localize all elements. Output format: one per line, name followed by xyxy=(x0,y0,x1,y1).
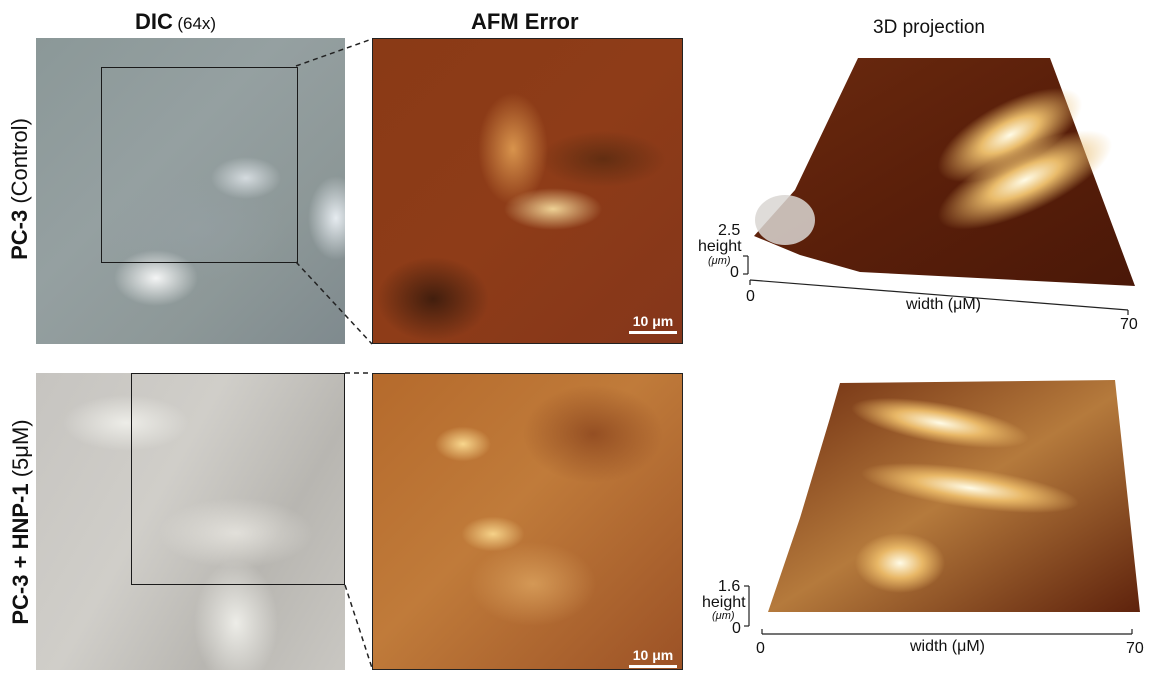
height-max-control: 2.5 xyxy=(718,222,741,239)
height-unit-control: (μm) xyxy=(708,255,731,267)
scale-bar-control-line xyxy=(629,331,677,334)
roi-box-treated xyxy=(131,373,345,585)
connector-bottom-treated xyxy=(344,584,373,669)
afm-image-treated: 10 μm xyxy=(372,373,683,670)
scale-bar-control: 10 μm xyxy=(629,313,677,334)
height-zero-control: 0 xyxy=(730,264,739,281)
roi-box-control xyxy=(101,67,298,263)
height-label-control: height xyxy=(698,238,742,255)
dic-header-magnification: (64x) xyxy=(177,14,217,33)
dic-image-control xyxy=(36,38,345,344)
width-max-control: 70 xyxy=(1120,316,1138,333)
width-label-control: width (μM) xyxy=(906,296,981,313)
width-axis-control xyxy=(749,279,1129,311)
height-max-treated: 1.6 xyxy=(718,578,741,595)
dic-header-bold: DIC xyxy=(135,9,173,34)
dic-header: DIC (64x) xyxy=(135,9,216,35)
surface-3d-control xyxy=(754,58,1135,286)
height-zero-treated: 0 xyxy=(732,620,741,637)
width-min-treated: 0 xyxy=(756,640,765,657)
scale-bar-treated-line xyxy=(629,665,677,668)
connector-top-control xyxy=(295,38,373,67)
surface-3d-treated-peak xyxy=(855,533,945,593)
dic-image-treated xyxy=(36,373,345,670)
width-min-control: 0 xyxy=(746,288,755,305)
afm-header: AFM Error xyxy=(471,9,579,34)
afm-image-control: 10 μm xyxy=(372,38,683,344)
axes-3d-control xyxy=(743,255,1129,315)
scale-bar-control-label: 10 μm xyxy=(632,313,674,329)
height-unit-treated: (μm) xyxy=(712,610,735,622)
height-label-treated: height xyxy=(702,594,746,611)
projection-header: 3D projection xyxy=(873,17,985,38)
axes-3d-treated xyxy=(744,585,1133,635)
surface-3d-treated-ridge-1 xyxy=(851,397,1029,449)
width-label-treated: width (μM) xyxy=(910,638,985,655)
surface-3d-control-edge-peak xyxy=(755,195,815,245)
scale-bar-treated: 10 μm xyxy=(629,647,677,668)
surface-3d-treated-ridge-2 xyxy=(861,462,1079,514)
surface-3d-control-ridge-upper xyxy=(937,88,1083,182)
width-max-treated: 70 xyxy=(1126,640,1144,657)
scale-bar-treated-label: 10 μm xyxy=(632,647,674,663)
surface-3d-control-ridge-lower xyxy=(937,130,1113,230)
surface-3d-treated xyxy=(768,380,1140,612)
connector-bottom-control xyxy=(295,261,373,345)
